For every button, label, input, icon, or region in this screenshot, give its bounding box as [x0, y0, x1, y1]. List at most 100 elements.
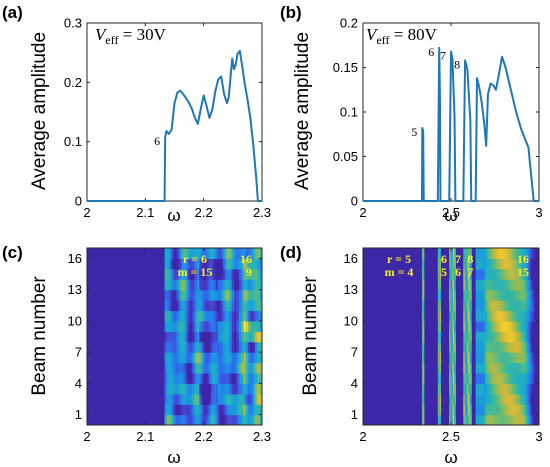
panel-d-cell — [494, 352, 497, 364]
panel-d-cell — [485, 352, 488, 364]
panel-c-cell — [180, 268, 184, 280]
panel-c-cell — [236, 320, 240, 332]
panel-d-cell — [531, 279, 534, 291]
panel-c-cell — [236, 300, 240, 312]
panel-c-cell — [199, 289, 203, 301]
panel-d-cell — [469, 248, 472, 260]
panel-d-cell — [451, 372, 454, 384]
panel-d-cell — [475, 362, 478, 374]
panel-c-cell — [257, 383, 261, 395]
panel-c-cell — [255, 268, 258, 280]
panel-d-cell — [522, 362, 525, 374]
panel-d-cell — [480, 393, 483, 405]
panel-d-cell — [492, 393, 494, 405]
panel-d-cell — [475, 248, 478, 260]
panel-d-cell — [532, 383, 535, 395]
panel-c-cell — [169, 362, 173, 374]
panel-d-cell — [437, 393, 440, 405]
panel-d-cell — [512, 300, 515, 312]
panel-d-cell — [513, 289, 516, 301]
panel-c-cell — [213, 279, 217, 291]
panel-d-cell — [505, 258, 508, 270]
panel-d-cell — [479, 331, 482, 343]
panel-d-cell — [492, 289, 494, 301]
panel-c-cell — [169, 279, 173, 291]
panel-d-cell — [450, 268, 453, 280]
panel-d-cell — [532, 331, 535, 343]
panel-d-cell — [481, 372, 484, 384]
panel-d-cell — [484, 258, 487, 270]
panel-d-cell — [452, 393, 455, 405]
panel-c-cell — [252, 289, 256, 301]
panel-c-cell — [194, 289, 198, 301]
panel-d-cell — [516, 414, 518, 425]
panel-c-cell — [166, 248, 170, 260]
panel-c-cell — [192, 300, 196, 312]
panel-d-cell — [499, 310, 502, 322]
panel-d-cell — [504, 404, 507, 416]
panel-d-cell — [502, 258, 505, 270]
panel-c-cell — [255, 310, 258, 322]
panel-d-cell — [463, 414, 466, 425]
panel-d-cell — [451, 300, 454, 312]
panel-d-cell — [423, 331, 425, 343]
panel-d-cell — [505, 393, 508, 405]
panel-c-cell — [204, 289, 207, 301]
panel-d-cell — [517, 279, 520, 291]
panel-d-cell — [523, 341, 526, 353]
panel-d-cell — [513, 320, 516, 332]
panel-c-cell — [185, 362, 189, 374]
panel-c-cell — [255, 289, 258, 301]
panel-c-cell — [210, 341, 214, 353]
panel-c-cell — [252, 331, 256, 343]
panel-d-cell — [519, 341, 522, 353]
panel-c-cell — [180, 300, 184, 312]
panel-d-cell — [479, 300, 482, 312]
panel-d-cell — [475, 300, 478, 312]
panel-c-cell — [176, 289, 180, 301]
panel-c-cell — [259, 341, 262, 353]
panel-c-cell — [206, 248, 210, 260]
panel-d-cell — [529, 320, 532, 332]
panel-c-cell — [257, 404, 261, 416]
panel-d-cell — [438, 258, 441, 270]
panel-c-cell — [183, 331, 187, 343]
panel-d-cell — [512, 320, 515, 332]
panel-d-cell — [487, 331, 489, 343]
panel-d-cell — [489, 279, 492, 291]
panel-d-cell — [451, 279, 454, 291]
panel-c-cell — [248, 404, 252, 416]
panel-d-cell — [449, 331, 452, 343]
panel-c-cell — [166, 258, 170, 270]
panel-c-cell — [241, 320, 245, 332]
panel-c-cell — [187, 248, 191, 260]
panel-c-cell — [173, 414, 177, 425]
panel-c-cell — [250, 393, 254, 405]
panel-d-cell — [522, 383, 525, 395]
panel-d-cell — [495, 300, 498, 312]
panel-c-cell — [166, 404, 170, 416]
panel-d-cell — [487, 393, 489, 405]
panel-c-cell — [190, 362, 194, 374]
panel-d-cell — [484, 362, 487, 374]
panel-c-xtick-label: 2 — [83, 429, 90, 444]
panel-d-cell — [498, 258, 501, 270]
panel-d-cell — [499, 414, 502, 425]
panel-d-cell — [449, 258, 452, 270]
panel-c-cell — [220, 320, 224, 332]
panel-d-cell — [509, 258, 512, 270]
panel-c-cell — [248, 320, 252, 332]
panel-d-cell — [508, 331, 511, 343]
panel-d-cell — [490, 404, 493, 416]
panel-c-ylabel: Beam number — [29, 276, 50, 396]
panel-d-cell — [509, 279, 512, 291]
panel-c-cell — [178, 331, 182, 343]
panel-d-cell — [450, 310, 453, 322]
panel-d-cell — [483, 414, 486, 425]
panel-d-cell — [449, 289, 452, 301]
panel-c-mode-label: 9 — [246, 265, 252, 279]
panel-d-cell — [510, 352, 513, 364]
panel-c-cell — [199, 393, 203, 405]
panel-d-cell — [513, 300, 516, 312]
panel-d-cell — [480, 248, 483, 260]
